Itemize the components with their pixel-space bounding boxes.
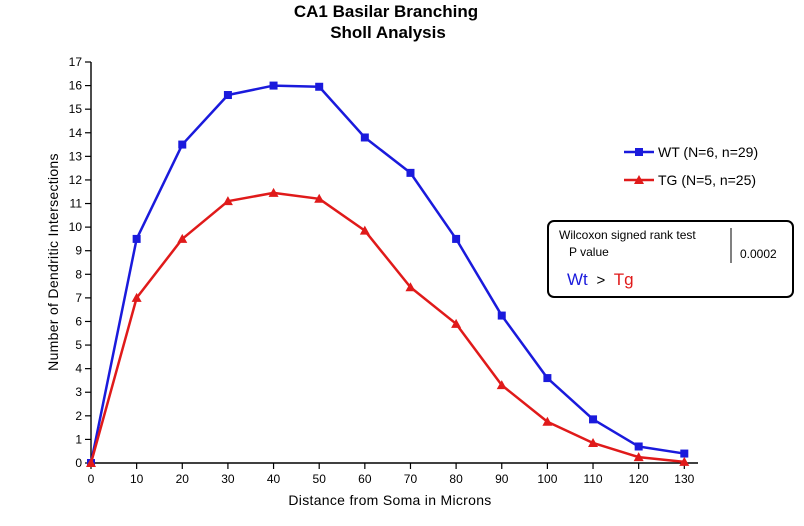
x-axis-label: Distance from Soma in Microns <box>288 492 491 508</box>
stats-comparison-op: > <box>597 272 606 289</box>
legend-item-tg: TG (N=5, n=25) <box>624 172 756 188</box>
y-tick-label: 10 <box>69 220 83 234</box>
y-tick-label: 1 <box>75 432 82 446</box>
data-point-wt <box>497 311 506 320</box>
y-tick-label: 7 <box>75 291 82 305</box>
stats-p-value: 0.0002 <box>740 247 777 261</box>
legend-label-wt: WT (N=6, n=29) <box>658 144 758 160</box>
data-point-wt <box>589 415 598 424</box>
legend-marker-tg <box>634 175 644 184</box>
y-tick-label: 2 <box>75 409 82 423</box>
stats-comparison: Wt > Tg <box>567 270 634 289</box>
data-point-tg <box>177 233 188 243</box>
y-tick-label: 13 <box>69 149 83 163</box>
stats-comparison-tg: Tg <box>614 270 634 289</box>
data-point-wt <box>360 133 369 142</box>
y-tick-label: 4 <box>75 362 82 376</box>
data-point-wt <box>132 234 141 243</box>
data-point-wt <box>452 234 461 243</box>
data-point-wt <box>406 168 415 177</box>
chart-title-line-1: CA1 Basilar Branching <box>294 2 478 21</box>
data-point-wt <box>223 91 232 100</box>
x-tick-label: 90 <box>495 472 509 486</box>
stats-comparison-wt: Wt <box>567 270 588 289</box>
x-tick-label: 80 <box>449 472 463 486</box>
x-tick-label: 0 <box>88 472 95 486</box>
data-point-tg <box>542 416 553 426</box>
data-point-tg <box>131 292 142 302</box>
y-tick-label: 6 <box>75 314 82 328</box>
data-point-tg <box>633 452 644 462</box>
x-tick-label: 30 <box>221 472 235 486</box>
data-point-tg <box>496 380 507 390</box>
legend-item-wt: WT (N=6, n=29) <box>624 144 758 160</box>
data-point-wt <box>315 82 324 91</box>
data-point-wt <box>269 81 278 90</box>
y-tick-label: 0 <box>75 456 82 470</box>
series-layer <box>86 81 690 467</box>
legend-label-tg: TG (N=5, n=25) <box>658 172 756 188</box>
x-tick-label: 130 <box>674 472 694 486</box>
legend-marker-wt <box>635 148 643 156</box>
stats-box: Wilcoxon signed rank test P value 0.0002… <box>547 220 794 298</box>
y-tick-label: 3 <box>75 385 82 399</box>
stats-p-label: P value <box>569 245 609 259</box>
series-line-wt <box>89 84 685 464</box>
data-point-tg <box>268 187 279 197</box>
y-tick-label: 12 <box>69 173 83 187</box>
y-tick-label: 11 <box>70 197 83 211</box>
x-tick-label: 50 <box>313 472 327 486</box>
data-point-wt <box>634 442 643 451</box>
y-tick-label: 8 <box>75 267 82 281</box>
series-line-tg <box>89 191 685 464</box>
x-tick-label: 60 <box>358 472 372 486</box>
y-tick-label: 15 <box>69 102 83 116</box>
x-tick-label: 10 <box>130 472 144 486</box>
x-tick-label: 100 <box>537 472 557 486</box>
data-point-tg <box>222 196 233 206</box>
data-point-tg <box>314 193 325 203</box>
x-tick-label: 40 <box>267 472 281 486</box>
legend: WT (N=6, n=29) TG (N=5, n=25) <box>624 144 758 188</box>
x-ticks: 0 10 20 30 40 50 60 70 80 90 100 110 120 130 <box>88 463 695 486</box>
y-tick-label: 5 <box>75 338 82 352</box>
x-tick-label: 70 <box>404 472 418 486</box>
x-tick-label: 20 <box>176 472 190 486</box>
x-tick-label: 120 <box>629 472 649 486</box>
data-point-tg <box>451 318 462 328</box>
data-point-wt <box>543 374 552 383</box>
data-point-tg <box>86 458 96 467</box>
x-tick-label: 110 <box>583 472 602 486</box>
data-point-tg <box>405 282 416 292</box>
y-tick-label: 17 <box>69 55 83 69</box>
y-tick-label: 16 <box>69 79 83 93</box>
y-axis-label: Number of Dendritic Intersections <box>45 153 61 371</box>
data-point-tg <box>588 437 599 447</box>
data-point-wt <box>680 449 689 458</box>
y-tick-label: 9 <box>75 244 82 258</box>
stats-test-name: Wilcoxon signed rank test <box>559 228 696 242</box>
stats-box-border <box>547 220 794 298</box>
chart-title-line-2: Sholl Analysis <box>330 23 446 42</box>
y-tick-label: 14 <box>69 126 83 140</box>
data-point-tg <box>679 456 690 466</box>
data-point-wt <box>178 140 187 149</box>
data-point-tg <box>359 225 370 235</box>
